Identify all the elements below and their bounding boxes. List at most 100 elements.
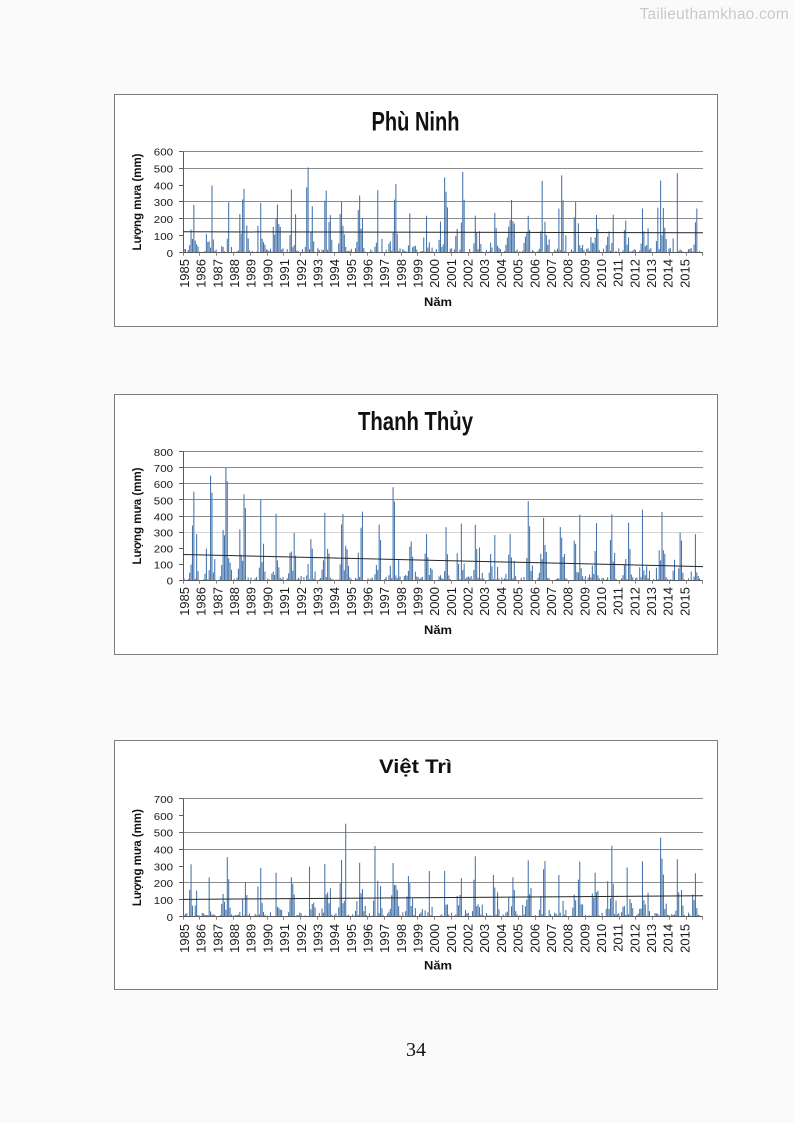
- svg-text:1986: 1986: [194, 924, 209, 953]
- svg-text:2013: 2013: [644, 259, 659, 288]
- svg-text:200: 200: [154, 215, 174, 226]
- svg-text:1993: 1993: [310, 587, 325, 616]
- svg-text:2001: 2001: [444, 587, 459, 616]
- svg-text:2014: 2014: [661, 587, 676, 616]
- svg-text:1995: 1995: [344, 587, 359, 616]
- svg-text:1993: 1993: [310, 259, 325, 288]
- svg-text:2008: 2008: [561, 587, 576, 616]
- svg-text:1985: 1985: [177, 924, 192, 953]
- svg-text:200: 200: [154, 879, 174, 890]
- svg-text:2006: 2006: [527, 924, 542, 953]
- svg-text:2002: 2002: [461, 259, 476, 288]
- svg-text:1999: 1999: [411, 259, 426, 288]
- svg-text:1999: 1999: [411, 587, 426, 616]
- svg-text:1996: 1996: [360, 587, 375, 616]
- svg-text:1988: 1988: [227, 924, 242, 953]
- svg-text:1987: 1987: [210, 259, 225, 288]
- svg-text:2010: 2010: [594, 587, 609, 616]
- svg-text:300: 300: [154, 862, 174, 873]
- svg-text:1991: 1991: [277, 259, 292, 288]
- svg-text:2006: 2006: [527, 587, 542, 616]
- svg-text:700: 700: [154, 464, 174, 475]
- svg-text:600: 600: [154, 148, 174, 159]
- svg-text:2008: 2008: [561, 924, 576, 953]
- svg-text:1989: 1989: [244, 587, 259, 616]
- svg-text:Phù Ninh: Phù Ninh: [372, 106, 460, 136]
- svg-text:2013: 2013: [644, 587, 659, 616]
- svg-text:0: 0: [167, 913, 174, 924]
- svg-text:1990: 1990: [260, 924, 275, 953]
- svg-text:200: 200: [154, 544, 174, 555]
- svg-text:1985: 1985: [177, 259, 192, 288]
- svg-text:600: 600: [154, 812, 174, 823]
- svg-text:Năm: Năm: [424, 295, 452, 309]
- svg-text:1992: 1992: [294, 259, 309, 288]
- svg-text:1986: 1986: [194, 259, 209, 288]
- svg-text:1989: 1989: [244, 924, 259, 953]
- svg-text:1986: 1986: [194, 587, 209, 616]
- svg-text:700: 700: [154, 795, 174, 806]
- svg-text:2007: 2007: [544, 587, 559, 616]
- svg-text:2012: 2012: [627, 924, 642, 953]
- svg-text:400: 400: [154, 512, 174, 523]
- svg-text:2004: 2004: [494, 259, 509, 288]
- svg-text:2000: 2000: [427, 259, 442, 288]
- svg-text:Việt Trì: Việt Trì: [379, 757, 452, 778]
- svg-text:2015: 2015: [677, 587, 692, 616]
- svg-text:2012: 2012: [627, 587, 642, 616]
- svg-text:2010: 2010: [594, 924, 609, 953]
- svg-text:2005: 2005: [511, 259, 526, 288]
- svg-text:2003: 2003: [477, 587, 492, 616]
- svg-text:2005: 2005: [511, 924, 526, 953]
- svg-text:500: 500: [154, 829, 174, 840]
- svg-text:2004: 2004: [494, 924, 509, 953]
- svg-text:1990: 1990: [260, 259, 275, 288]
- svg-text:1987: 1987: [210, 924, 225, 953]
- svg-text:1998: 1998: [394, 924, 409, 953]
- svg-text:2003: 2003: [477, 924, 492, 953]
- svg-text:1991: 1991: [277, 924, 292, 953]
- svg-text:1989: 1989: [244, 259, 259, 288]
- svg-text:2002: 2002: [461, 587, 476, 616]
- svg-text:300: 300: [154, 528, 174, 539]
- svg-text:1994: 1994: [327, 924, 342, 953]
- svg-text:Năm: Năm: [424, 958, 452, 972]
- svg-text:2011: 2011: [611, 924, 626, 952]
- svg-text:2000: 2000: [427, 587, 442, 616]
- svg-text:2000: 2000: [427, 924, 442, 953]
- svg-text:1985: 1985: [177, 587, 192, 616]
- svg-text:2007: 2007: [544, 259, 559, 288]
- svg-text:2015: 2015: [677, 924, 692, 953]
- svg-text:1997: 1997: [377, 587, 392, 616]
- svg-text:Thanh Thủy: Thanh Thủy: [358, 406, 473, 436]
- svg-text:500: 500: [154, 164, 174, 175]
- svg-text:2011: 2011: [611, 259, 626, 287]
- svg-text:2015: 2015: [677, 259, 692, 288]
- svg-text:Lượng mưa (mm): Lượng mưa (mm): [132, 153, 144, 250]
- svg-text:0: 0: [167, 249, 174, 260]
- svg-text:2003: 2003: [477, 259, 492, 288]
- svg-text:1997: 1997: [377, 259, 392, 288]
- svg-text:1998: 1998: [394, 259, 409, 288]
- svg-text:1999: 1999: [411, 924, 426, 953]
- svg-text:2014: 2014: [661, 924, 676, 953]
- svg-text:1987: 1987: [210, 587, 225, 616]
- svg-text:100: 100: [154, 232, 174, 243]
- svg-text:2001: 2001: [444, 924, 459, 953]
- svg-text:2009: 2009: [577, 259, 592, 288]
- svg-text:1988: 1988: [227, 259, 242, 288]
- svg-text:400: 400: [154, 181, 174, 192]
- svg-text:0: 0: [167, 577, 174, 588]
- svg-text:500: 500: [154, 496, 174, 507]
- svg-text:2008: 2008: [561, 259, 576, 288]
- svg-text:1991: 1991: [277, 587, 292, 616]
- svg-text:Lượng mưa (mm): Lượng mưa (mm): [132, 809, 144, 906]
- svg-text:600: 600: [154, 480, 174, 491]
- svg-text:1994: 1994: [327, 587, 342, 616]
- svg-text:2009: 2009: [577, 924, 592, 953]
- svg-text:2001: 2001: [444, 259, 459, 288]
- svg-text:2011: 2011: [611, 587, 626, 615]
- svg-text:100: 100: [154, 560, 174, 571]
- svg-text:2013: 2013: [644, 924, 659, 953]
- svg-text:300: 300: [154, 198, 174, 209]
